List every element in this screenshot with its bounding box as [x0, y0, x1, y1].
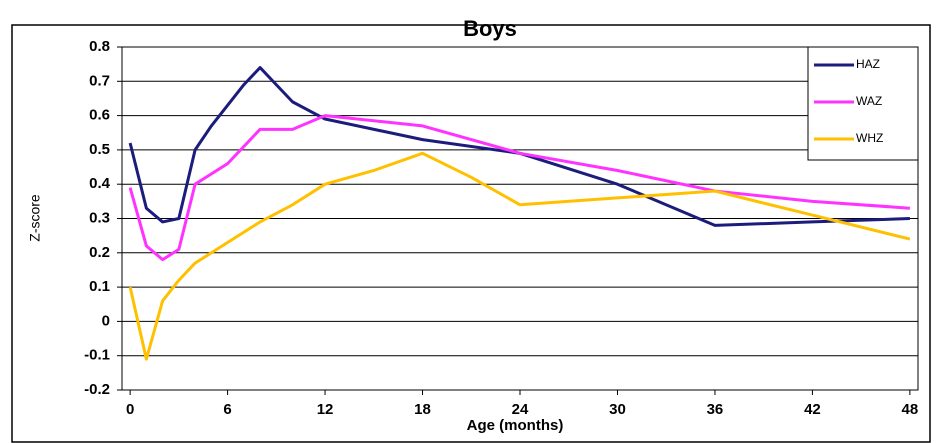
- x-tick-label: 6: [223, 401, 231, 418]
- y-tick-label: 0.6: [89, 107, 110, 124]
- x-tick-label: 36: [707, 401, 724, 418]
- y-tick-label: -0.1: [84, 347, 110, 364]
- line-series: [128, 151, 911, 361]
- legend-label: HAZ: [856, 57, 880, 71]
- x-tick-label: 12: [317, 401, 334, 418]
- y-tick-label: 0.5: [89, 141, 110, 158]
- y-tick-label: 0.1: [89, 278, 110, 295]
- x-tick-label: 24: [512, 401, 529, 418]
- chart-title: Boys: [463, 16, 517, 41]
- y-tick-label: 0.8: [89, 38, 110, 55]
- y-tick-label: 0.2: [89, 244, 110, 261]
- y-tick-label: 0.7: [89, 72, 110, 89]
- x-tick-label: 18: [414, 401, 431, 418]
- y-tick-label: -0.2: [84, 381, 110, 398]
- y-tick-label: 0.4: [89, 175, 111, 192]
- line-series: [128, 66, 910, 227]
- line-series: [128, 114, 910, 262]
- legend-label: WAZ: [856, 94, 882, 108]
- x-tick-label: 48: [902, 401, 919, 418]
- x-tick-label: 30: [609, 401, 626, 418]
- x-tick-label: 42: [804, 401, 821, 418]
- legend-label: WHZ: [856, 131, 883, 145]
- y-axis-label: Z-score: [27, 194, 43, 242]
- y-tick-label: 0.3: [89, 209, 110, 226]
- x-axis-label: Age (months): [467, 417, 564, 434]
- x-tick-label: 0: [126, 401, 134, 418]
- y-tick-label: 0: [102, 312, 110, 329]
